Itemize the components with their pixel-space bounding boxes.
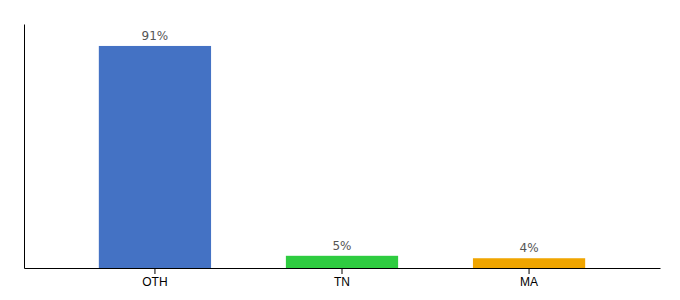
x-tick-mark: [342, 268, 343, 274]
data-label: 91%: [142, 29, 169, 43]
x-tick-label: MA: [520, 275, 538, 289]
bar: [473, 258, 585, 268]
x-tick-mark: [154, 268, 155, 274]
plot: OTH TN MA 91% 5% 4%: [25, 25, 661, 289]
x-axis: OTH TN MA: [25, 268, 661, 289]
bars: [99, 46, 585, 268]
chart: OTH TN MA 91% 5% 4%: [0, 0, 680, 300]
x-tick: MA: [520, 268, 538, 289]
x-tick-label: TN: [334, 275, 350, 289]
x-tick: TN: [334, 268, 350, 289]
y-axis-line: [24, 25, 25, 269]
data-labels: 91% 5% 4%: [142, 29, 539, 255]
x-tick: OTH: [142, 268, 167, 289]
x-tick-mark: [529, 268, 530, 274]
data-label: 4%: [520, 241, 539, 255]
y-axis: [24, 25, 25, 269]
data-label: 5%: [332, 239, 351, 253]
bar: [286, 256, 398, 268]
x-tick-label: OTH: [142, 275, 167, 289]
bar: [99, 46, 211, 268]
